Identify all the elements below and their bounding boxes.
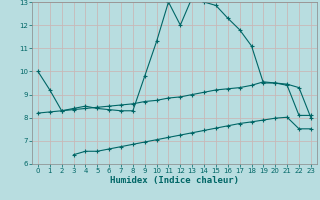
X-axis label: Humidex (Indice chaleur): Humidex (Indice chaleur) xyxy=(110,176,239,185)
